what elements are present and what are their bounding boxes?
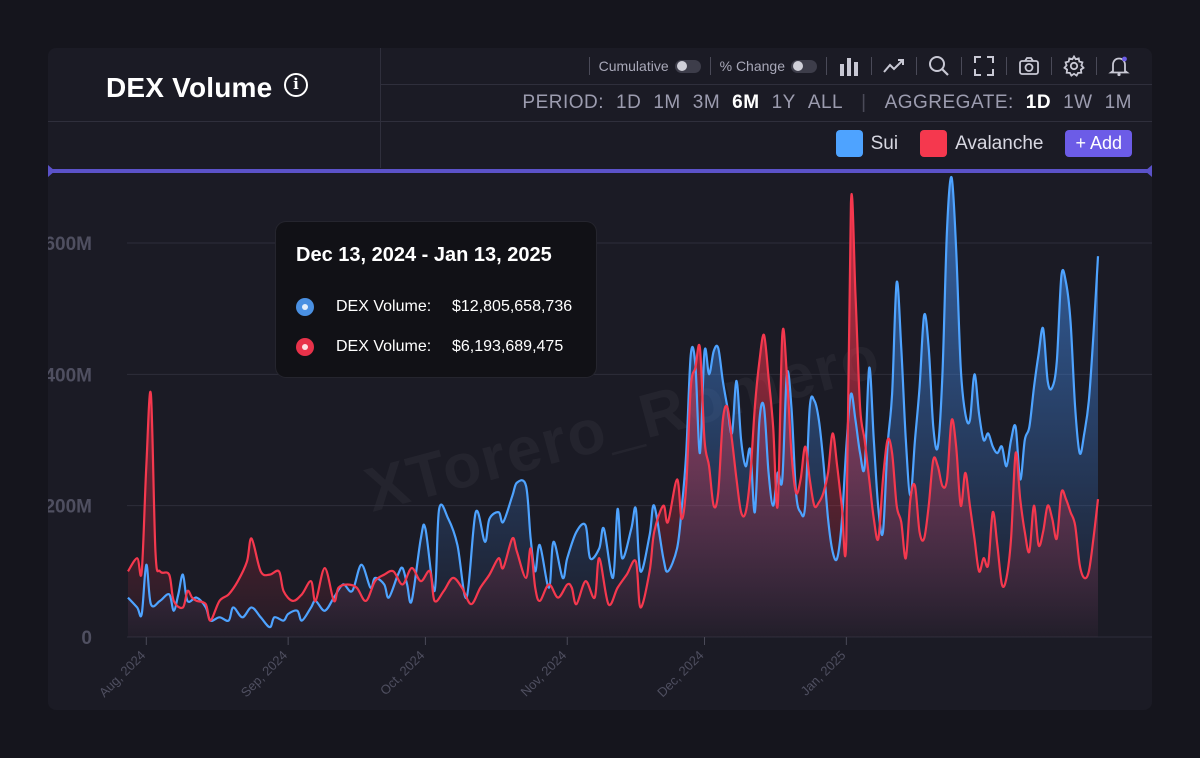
y-tick-label: 400M: [48, 365, 92, 386]
chart-plot[interactable]: 0 200M 400M 600M Aug, 2024 Sep, 2024 Oct, 2024…: [48, 48, 1152, 710]
toolbar-divider: [380, 84, 1152, 85]
toolbar-separator: [871, 57, 872, 75]
pct-change-toggle[interactable]: [791, 59, 817, 73]
toolbar-separator: [1051, 57, 1052, 75]
range-slider-track[interactable]: [48, 169, 1152, 173]
aggregate-option-1m[interactable]: 1M: [1104, 92, 1132, 113]
y-tick-label: 0: [81, 628, 92, 649]
period-label: PERIOD:: [522, 92, 605, 113]
period-option-1y[interactable]: 1Y: [771, 92, 796, 113]
period-separator: |: [861, 92, 867, 113]
legend-label-avalanche[interactable]: Avalanche: [955, 132, 1044, 154]
period-option-1m[interactable]: 1M: [653, 92, 681, 113]
toolbar-separator: [961, 57, 962, 75]
camera-icon[interactable]: [1016, 54, 1042, 78]
legend: Sui Avalanche + Add: [835, 130, 1132, 157]
tooltip-value: $6,193,689,475: [452, 338, 564, 355]
range-slider-right-handle[interactable]: [1145, 165, 1152, 177]
y-tick-label: 200M: [48, 497, 92, 518]
tooltip-label: DEX Volume:: [336, 338, 432, 355]
tooltip: Dec 13, 2024 - Jan 13, 2025 DEX Volume: …: [276, 222, 596, 377]
tooltip-dot-sui: [296, 298, 314, 316]
tooltip-row-avalanche: DEX Volume: $6,193,689,475: [296, 338, 563, 356]
x-tick-label: Sep, 2024: [238, 648, 291, 701]
y-tick-label: 600M: [48, 234, 92, 255]
toolbar-separator: [709, 57, 711, 75]
x-tick-label: Aug, 2024: [96, 648, 149, 701]
toolbar-separator: [588, 57, 590, 75]
aggregate-label: AGGREGATE:: [884, 92, 1014, 113]
toolbar-separator: [916, 57, 917, 75]
series-line-avalanche[interactable]: [127, 193, 1100, 622]
toolbar-separator: [1096, 57, 1097, 75]
period-option-all[interactable]: ALL: [807, 92, 844, 113]
cumulative-toggle[interactable]: [674, 59, 701, 73]
cumulative-label: Cumulative: [598, 58, 669, 74]
period-selector: PERIOD: 1D 1M 3M 6M 1Y ALL | AGGREGATE: …: [522, 92, 1132, 114]
info-icon[interactable]: i: [284, 73, 308, 97]
header-divider: [380, 48, 381, 168]
legend-swatch-avalanche[interactable]: [920, 130, 948, 157]
add-series-button[interactable]: + Add: [1065, 130, 1132, 157]
gear-icon[interactable]: [1061, 54, 1087, 78]
period-option-6m[interactable]: 6M: [732, 92, 760, 113]
period-option-1d[interactable]: 1D: [616, 92, 642, 113]
fullscreen-icon[interactable]: [971, 54, 997, 78]
legend-label-sui[interactable]: Sui: [870, 132, 899, 154]
range-slider-left-handle[interactable]: [48, 165, 55, 177]
toolbar-separator: [826, 57, 827, 75]
toolbar-separator: [1006, 57, 1007, 75]
legend-swatch-sui[interactable]: [835, 130, 863, 157]
x-tick-label: Nov, 2024: [518, 648, 570, 700]
chart-card: DEX Volume i Cumulative % Change: [48, 48, 1152, 710]
page-title: DEX Volume: [106, 72, 273, 103]
search-icon[interactable]: [926, 54, 952, 78]
trend-line-icon[interactable]: [881, 54, 907, 78]
aggregate-option-1w[interactable]: 1W: [1063, 92, 1093, 113]
tooltip-title: Dec 13, 2024 - Jan 13, 2025: [296, 244, 552, 266]
toolbar: Cumulative % Change: [580, 54, 1132, 78]
tooltip-row-sui: DEX Volume: $12,805,658,736: [296, 298, 572, 316]
aggregate-option-1d[interactable]: 1D: [1025, 92, 1052, 113]
x-tick-label: Jan, 2025: [797, 648, 848, 699]
period-option-3m[interactable]: 3M: [692, 92, 721, 113]
x-tick-label: Dec, 2024: [654, 648, 707, 701]
bar-chart-icon[interactable]: [836, 54, 862, 78]
period-divider: [48, 121, 1152, 122]
x-tick-label: Oct, 2024: [377, 648, 427, 698]
tooltip-label: DEX Volume:: [336, 298, 432, 315]
tooltip-dot-avalanche: [296, 338, 314, 356]
pct-change-label: % Change: [719, 58, 785, 74]
bell-icon[interactable]: [1106, 54, 1132, 78]
tooltip-value: $12,805,658,736: [452, 298, 573, 315]
